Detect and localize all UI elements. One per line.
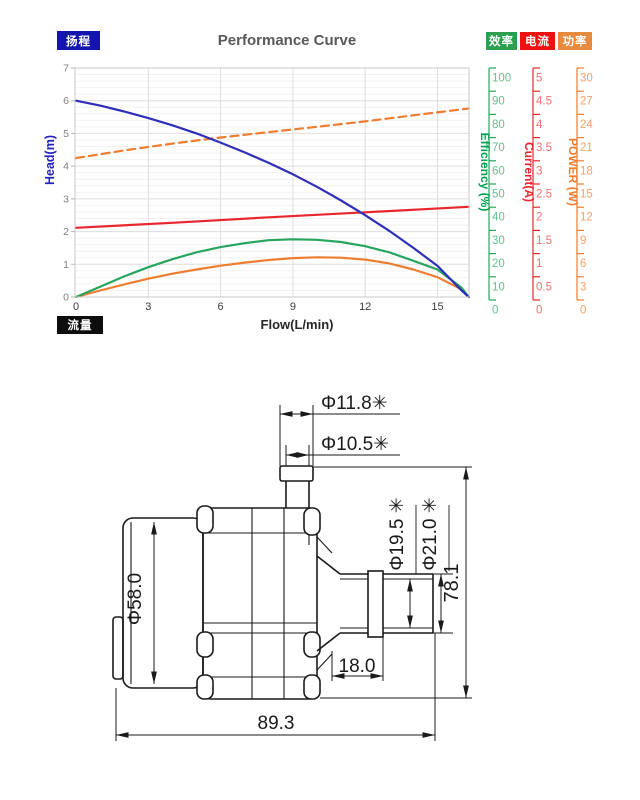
curve-power-input-dashed (74, 107, 470, 160)
y-axis-title: Head(m) (43, 135, 57, 185)
x-tick-label: 15 (431, 301, 443, 313)
power-tick-label: 27 (580, 96, 593, 108)
y-tick-label: 6 (63, 95, 69, 107)
pump-body-outline (112, 465, 434, 700)
efficiency-tick-label: 80 (492, 119, 505, 131)
current-tick-label: 0 (536, 305, 542, 317)
legend-efficiency-badge: 效率 (486, 32, 517, 50)
outlet-tube (340, 573, 434, 634)
y-tick-label: 3 (63, 193, 69, 205)
current-axis-title: Current(A) (522, 142, 536, 202)
outlet-barb-ring (367, 570, 384, 638)
legend-power-badge: 功率 (558, 32, 592, 50)
clamp-ears (196, 505, 321, 700)
power-axis-title: POWER (W) (566, 138, 580, 206)
current-tick-label: 4.5 (536, 96, 552, 108)
power-tick-label: 12 (580, 212, 593, 224)
curve-current (74, 205, 470, 229)
efficiency-tick-label: 90 (492, 96, 505, 108)
power-tick-label: 9 (580, 235, 586, 247)
y-tick-label: 2 (63, 226, 69, 238)
dim-label-outlet-inner: Φ19.5 ✳ (387, 497, 408, 570)
x-tick-label: 0 (73, 301, 79, 313)
outlet-bore (340, 578, 433, 629)
curve-power-output (74, 256, 470, 299)
current-tick-label: 5 (536, 73, 542, 85)
current-tick-label: 1 (536, 258, 542, 270)
inlet-pipe (285, 481, 310, 508)
power-tick-label: 30 (580, 73, 593, 85)
chart-title: Performance Curve (217, 32, 357, 49)
power-tick-label: 0 (580, 305, 586, 317)
power-tick-label: 15 (580, 189, 593, 201)
motor-end-cap (112, 616, 124, 680)
efficiency-tick-label: 100 (492, 73, 511, 85)
efficiency-tick-label: 20 (492, 258, 505, 270)
x-tick-label: 6 (218, 301, 224, 313)
x-axis-title: Flow(L/min) (261, 317, 334, 332)
current-tick-label: 3 (536, 165, 542, 177)
outlet-cone (316, 555, 341, 652)
current-tick-label: 2 (536, 212, 542, 224)
legend-flow-badge: 流量 (57, 316, 103, 334)
dim-label-outlet-length: 18.0 (339, 656, 376, 677)
y-tick-label: 5 (63, 128, 69, 140)
y-tick-label: 1 (63, 259, 69, 271)
dim-label-inlet-outer: Φ11.8✳ (321, 393, 388, 414)
x-tick-label: 3 (145, 301, 151, 313)
power-tick-label: 6 (580, 258, 586, 270)
x-tick-label: 12 (359, 301, 371, 313)
curve-efficiency (74, 238, 470, 299)
current-tick-label: 1.5 (536, 235, 552, 247)
y-tick-label: 7 (63, 63, 69, 75)
curve-head (74, 99, 470, 299)
efficiency-tick-label: 10 (492, 281, 505, 293)
plot-border (74, 67, 470, 298)
x-tick-label: 9 (290, 301, 296, 313)
y-tick-label: 0 (63, 292, 69, 304)
dimension-drawing: Φ11.8✳ Φ10.5✳ Φ58.0 Φ19.5 ✳ Φ21.0 ✳ 78.1… (112, 393, 472, 741)
efficiency-tick-label: 70 (492, 142, 505, 154)
current-tick-label: 0.5 (536, 281, 552, 293)
efficiency-tick-label: 40 (492, 212, 505, 224)
efficiency-tick-label: 50 (492, 189, 505, 201)
current-tick-label: 2.5 (536, 189, 552, 201)
legend-head-badge: 扬程 (57, 31, 100, 50)
power-tick-label: 3 (580, 281, 586, 293)
y-tick-label: 4 (63, 161, 69, 173)
power-tick-label: 18 (580, 165, 593, 177)
power-tick-label: 24 (580, 119, 593, 131)
dimension-labels: Φ11.8✳ Φ10.5✳ Φ58.0 Φ19.5 ✳ Φ21.0 ✳ 78.1… (125, 393, 463, 734)
dim-label-height: 78.1 (441, 564, 463, 603)
plot-area (75, 68, 469, 297)
dim-label-inlet-inner: Φ10.5✳ (321, 434, 389, 455)
pump-housing (202, 507, 318, 700)
dim-label-body-diameter: Φ58.0 (125, 573, 146, 625)
housing-detail-lines (203, 508, 333, 699)
efficiency-tick-label: 0 (492, 305, 498, 317)
power-tick-label: 21 (580, 142, 593, 154)
current-tick-label: 3.5 (536, 142, 552, 154)
efficiency-tick-label: 60 (492, 165, 505, 177)
current-tick-label: 4 (536, 119, 543, 131)
efficiency-axis-title: Efficiency (%) (478, 133, 492, 212)
inlet-flange (279, 465, 314, 482)
legend-current-badge: 电流 (520, 32, 555, 50)
motor-body (122, 517, 204, 689)
efficiency-tick-label: 30 (492, 235, 505, 247)
dimension-lines (115, 405, 472, 741)
dim-label-total-length: 89.3 (258, 713, 295, 734)
dim-label-outlet-outer: Φ21.0 ✳ (420, 497, 441, 570)
